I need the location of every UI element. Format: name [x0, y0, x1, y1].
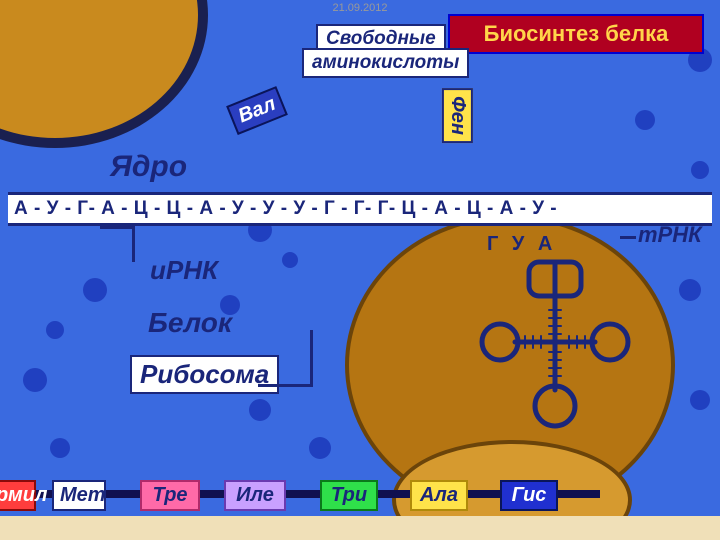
dot: [679, 279, 701, 301]
connector: [310, 330, 313, 386]
amino-acid-Фен: Фен: [442, 88, 473, 143]
mrna-seq: А - У - Г- А - Ц - Ц - А - У - У - У - Г…: [14, 198, 557, 220]
label-protein: Белок: [140, 305, 240, 341]
label-trna: тРНК: [638, 222, 702, 248]
trna-shape: [480, 250, 630, 435]
chain-aa: Три: [320, 480, 378, 511]
dot: [46, 321, 64, 339]
chain-aa: Ала: [410, 480, 468, 511]
dot: [282, 252, 298, 268]
dot: [249, 399, 271, 421]
title-text: Биосинтез белка: [484, 21, 669, 47]
chain-aa: рмил: [0, 480, 36, 511]
label-free-aa-2: аминокислоты: [302, 48, 469, 78]
connector: [132, 226, 135, 262]
chain-aa: Гис: [500, 480, 558, 511]
connector: [620, 236, 636, 239]
connector: [100, 226, 135, 229]
chain-aa: Иле: [224, 480, 286, 511]
dot: [691, 161, 709, 179]
dot: [690, 390, 710, 410]
dot: [83, 278, 107, 302]
title-box: Биосинтез белка: [448, 14, 704, 54]
chain-aa: Тре: [140, 480, 200, 511]
connector: [258, 384, 313, 387]
dot: [50, 438, 70, 458]
label-nucleus: Ядро: [110, 150, 187, 184]
mrna-strip: А - У - Г- А - Ц - Ц - А - У - У - У - Г…: [8, 192, 712, 226]
dot: [309, 437, 331, 459]
label-ribosome: Рибосома: [130, 355, 279, 394]
footer-band: [0, 516, 720, 540]
dot: [635, 110, 655, 130]
dot: [23, 368, 47, 392]
chain-aa: Мет: [52, 480, 106, 511]
anticodon-text: Г У А: [487, 233, 556, 256]
date-text: 21.09.2012: [332, 2, 387, 14]
label-mrna: иРНК: [150, 255, 218, 286]
